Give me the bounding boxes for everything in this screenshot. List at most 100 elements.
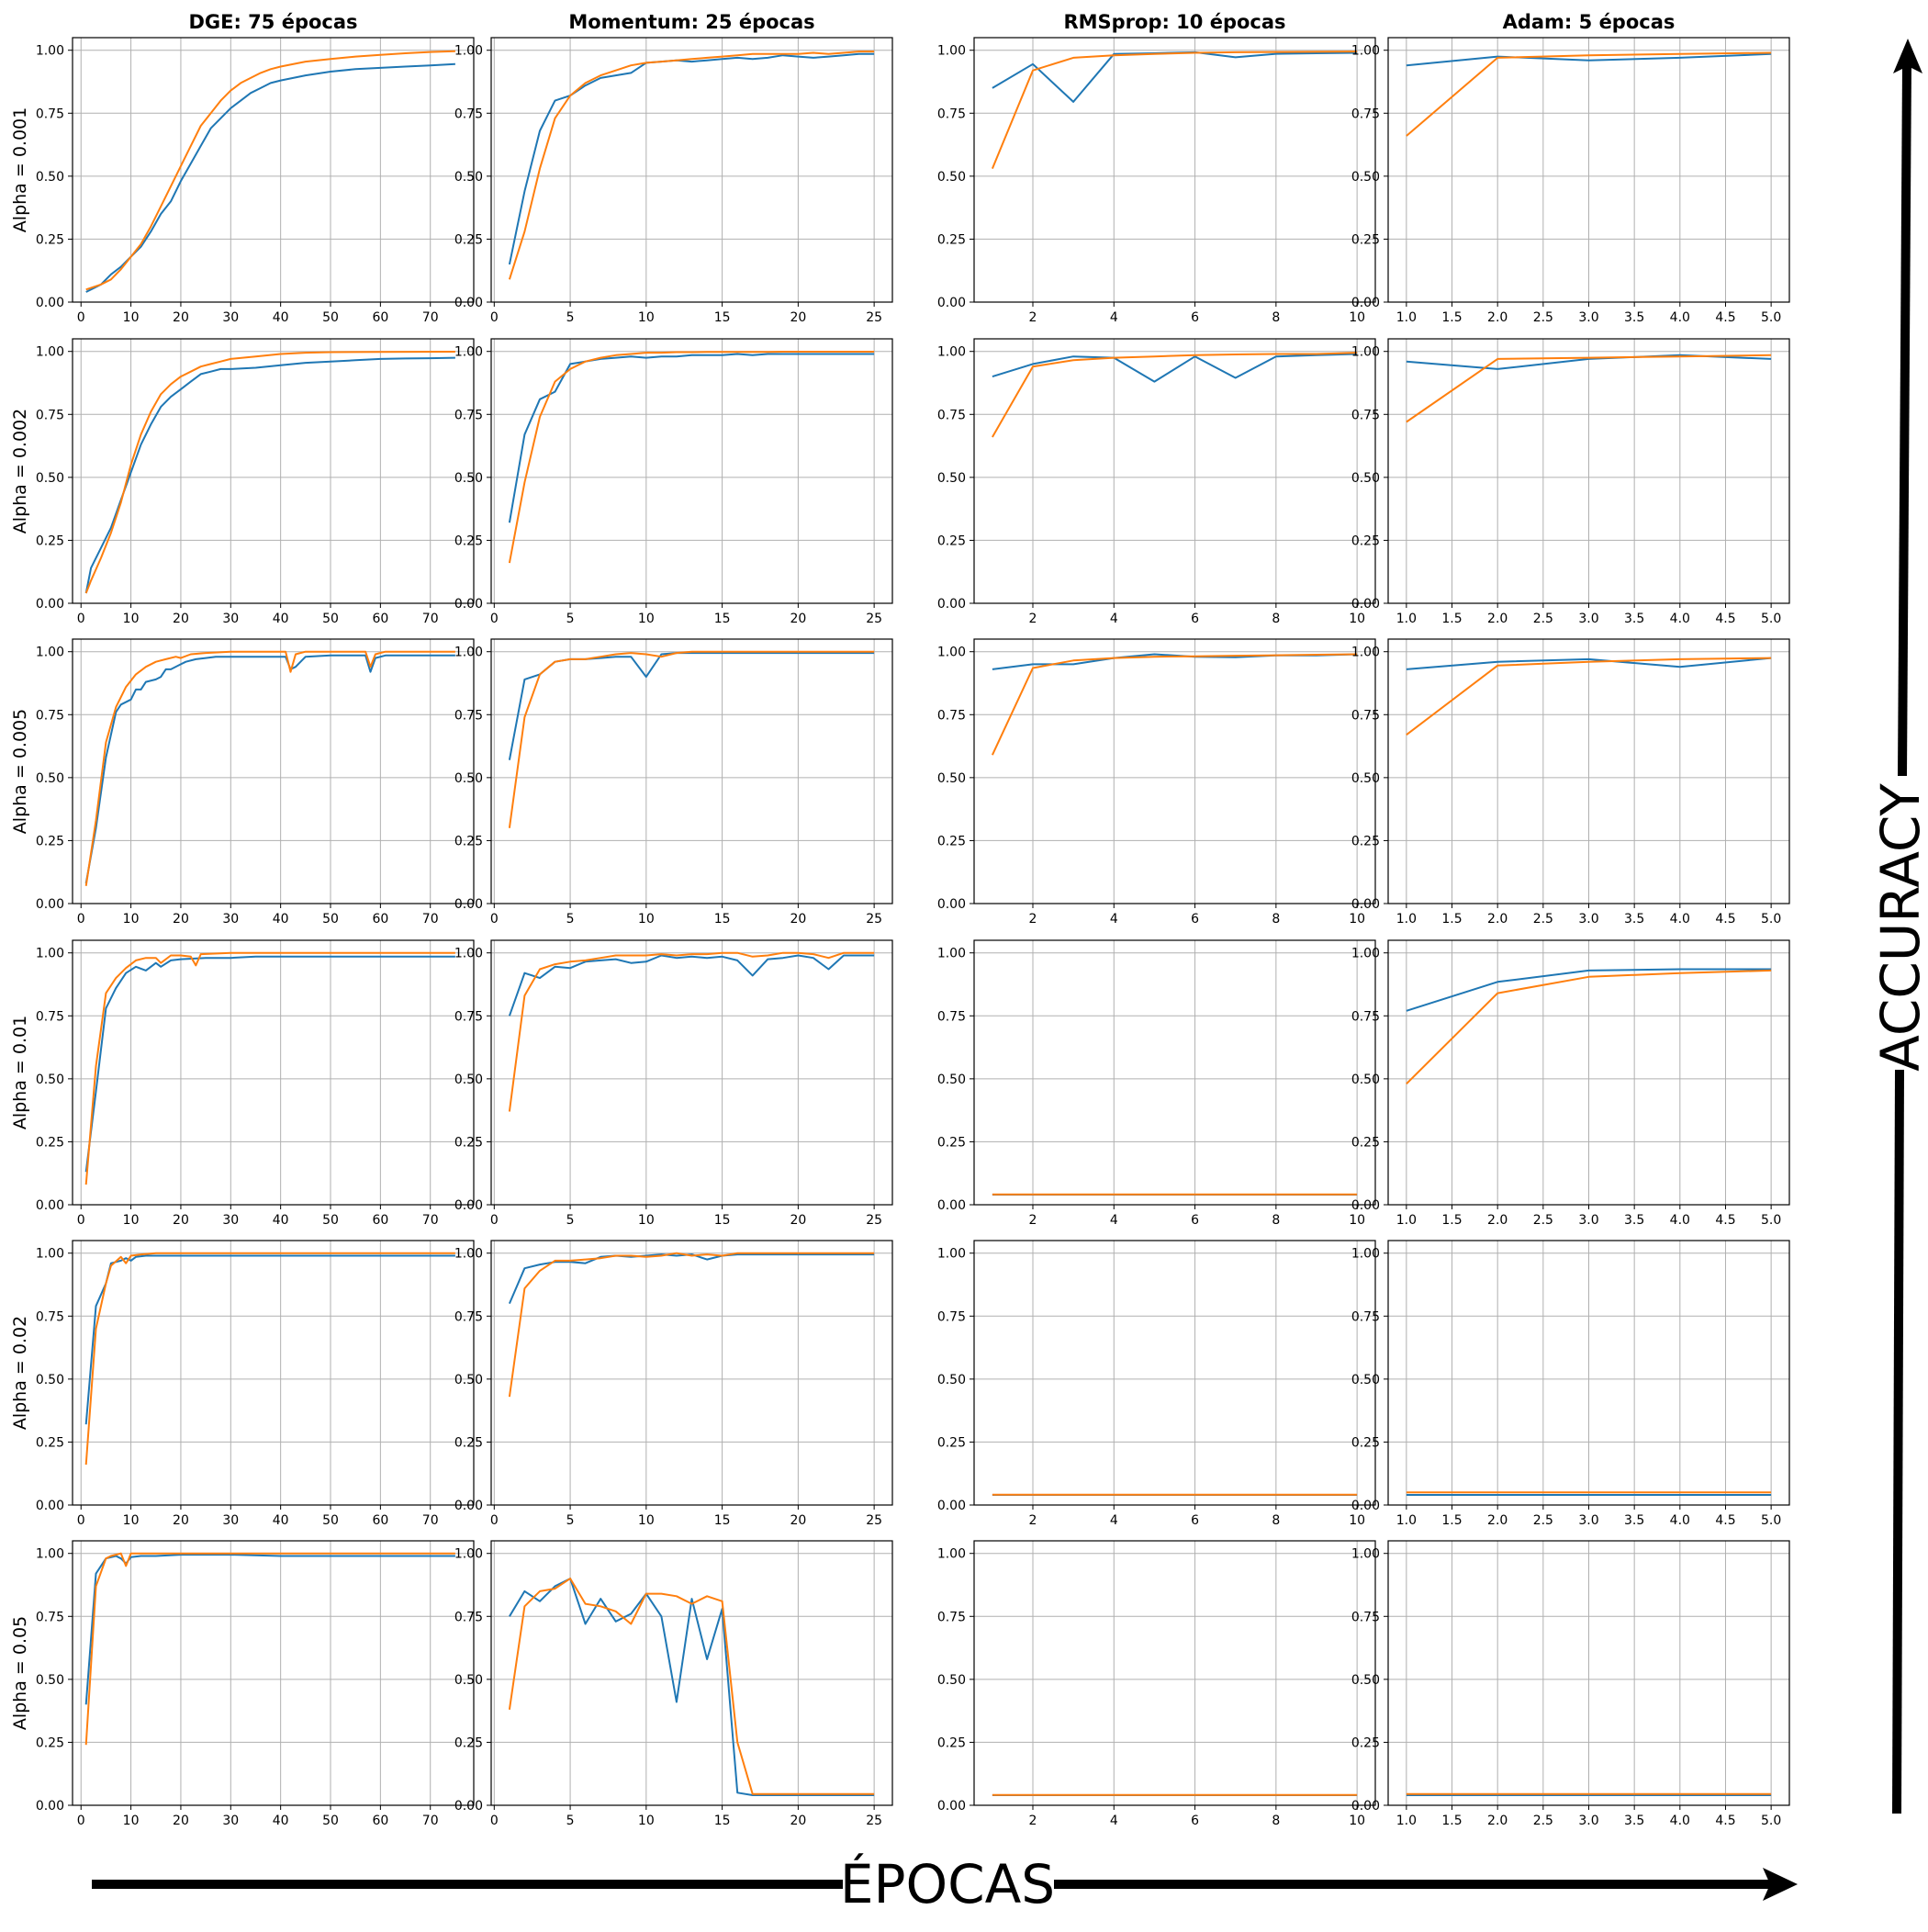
x-tick-label: 6 <box>1191 1814 1199 1828</box>
y-tick-label: 0.75 <box>937 107 966 121</box>
panel-background <box>491 1241 892 1505</box>
x-tick-label: 30 <box>222 1213 239 1228</box>
y-tick-label: 0.00 <box>937 1499 966 1513</box>
y-tick-label: 0.50 <box>36 471 64 486</box>
y-tick-label: 0.75 <box>454 408 483 422</box>
panel-frame <box>72 939 475 1206</box>
x-tick-label: 25 <box>866 1513 882 1528</box>
series-line-orange <box>508 1252 875 1398</box>
x-tick-label: 1.0 <box>1396 612 1417 626</box>
y-tick-label: 0.75 <box>1351 408 1380 422</box>
y-tick-label: 0.25 <box>454 1735 483 1750</box>
x-tick-label: 0 <box>77 612 85 626</box>
row-label-3: Alpha = 0.005 <box>10 709 30 834</box>
x-tick-label: 70 <box>422 310 439 325</box>
y-tick-label: 0.50 <box>454 1673 483 1688</box>
y-tick-label: 0.75 <box>454 708 483 723</box>
y-tick-label: 0.25 <box>36 1135 64 1150</box>
y-tick-label: 0.50 <box>937 1373 966 1387</box>
panel-background <box>73 639 474 904</box>
x-tick-label: 1.5 <box>1441 1513 1462 1528</box>
y-tick-label: 0.25 <box>1351 232 1380 247</box>
x-tick-label: 4.0 <box>1670 1213 1690 1228</box>
y-tick-label: 0.25 <box>36 1435 64 1450</box>
y-tick-label: 1.00 <box>1351 44 1380 59</box>
y-tick-label: 0.00 <box>937 1799 966 1814</box>
y-tick-label: 0.75 <box>36 1309 64 1324</box>
panel-r2-c2: 0 5 10 15 20 25 0.00 0.25 0.50 0.75 1.00 <box>454 338 893 626</box>
y-tick-label: 1.00 <box>454 1547 483 1562</box>
x-tick-label: 4.5 <box>1715 612 1735 626</box>
x-axis-arrow-head <box>1763 1868 1798 1901</box>
x-tick-label: 4 <box>1110 1513 1118 1528</box>
series-line-blue <box>1406 52 1772 67</box>
x-tick-label: 2.0 <box>1487 1814 1508 1828</box>
x-tick-label: 30 <box>222 1814 239 1828</box>
panel-r4-c3: 2 4 6 8 10 0.00 0.25 0.50 0.75 1.00 <box>937 939 1376 1228</box>
y-tick-label: 0.25 <box>36 534 64 548</box>
panel-r2-c1: 0 10 20 30 40 50 60 70 0.00 0.25 0.50 0.75 1.00 <box>36 338 475 626</box>
y-tick-label: 0.75 <box>454 107 483 121</box>
y-tick-label: 0.50 <box>36 1373 64 1387</box>
panels: DGE: 75 épocas Momentum: 25 épocas RMSprop… <box>10 11 1790 1828</box>
series-line-blue <box>84 955 455 1173</box>
y-tick-label: 0.00 <box>1351 1499 1380 1513</box>
panel-frame <box>973 1240 1376 1506</box>
panel-r6-c1: 0 10 20 30 40 50 60 70 0.00 0.25 0.50 0.75 1.00 <box>36 1540 475 1828</box>
x-tick-label: 4.0 <box>1670 1814 1690 1828</box>
series-line-blue <box>1406 657 1772 670</box>
panel-r3-c3: 2 4 6 8 10 0.00 0.25 0.50 0.75 1.00 <box>937 638 1376 927</box>
x-tick-label: 0 <box>77 1213 85 1228</box>
series-line-orange <box>508 1578 875 1795</box>
x-tick-label: 3.0 <box>1578 612 1598 626</box>
y-tick-label: 0.00 <box>937 296 966 310</box>
x-tick-label: 4.5 <box>1715 1213 1735 1228</box>
x-tick-label: 20 <box>790 612 806 626</box>
x-tick-label: 40 <box>273 1513 289 1528</box>
y-tick-label: 1.00 <box>454 947 483 961</box>
panel-r3-c2: 0 5 10 15 20 25 0.00 0.25 0.50 0.75 1.00 <box>454 638 893 927</box>
y-tick-label: 0.50 <box>937 1673 966 1688</box>
panel-frame <box>1387 638 1790 904</box>
x-tick-label: 30 <box>222 612 239 626</box>
x-tick-label: 25 <box>866 310 882 325</box>
x-tick-label: 40 <box>273 1814 289 1828</box>
panel-background <box>974 38 1375 302</box>
y-tick-label: 1.00 <box>937 44 966 59</box>
x-tick-label: 70 <box>422 612 439 626</box>
panel-r6-c4: 1.0 1.5 2.0 2.5 3.0 3.5 4.0 4.5 5.0 0.00 0.25 0.50 0… <box>1351 1540 1790 1828</box>
x-tick-label: 6 <box>1191 1213 1199 1228</box>
y-tick-label: 0.25 <box>454 534 483 548</box>
x-tick-label: 20 <box>173 1513 189 1528</box>
panel-background <box>491 1541 892 1805</box>
y-tick-label: 0.00 <box>36 296 64 310</box>
y-tick-label: 1.00 <box>937 345 966 360</box>
x-tick-label: 20 <box>173 1814 189 1828</box>
x-tick-label: 4.0 <box>1670 912 1690 927</box>
x-tick-label: 3.0 <box>1578 1213 1598 1228</box>
series-line-blue <box>84 654 455 884</box>
x-tick-label: 6 <box>1191 912 1199 927</box>
x-tick-label: 4.0 <box>1670 310 1690 325</box>
x-tick-label: 1.0 <box>1396 912 1417 927</box>
series-line-orange <box>84 951 455 1185</box>
x-tick-label: 15 <box>714 1814 731 1828</box>
x-tick-label: 2 <box>1029 1513 1037 1528</box>
y-tick-label: 1.00 <box>454 345 483 360</box>
x-tick-label: 2 <box>1029 310 1037 325</box>
x-tick-label: 0 <box>77 1513 85 1528</box>
y-tick-label: 0.50 <box>1351 1073 1380 1087</box>
panel-frame <box>490 338 893 604</box>
y-tick-label: 0.75 <box>454 1309 483 1324</box>
x-tick-label: 60 <box>372 1213 388 1228</box>
y-tick-label: 0.75 <box>36 1610 64 1624</box>
x-tick-label: 1.5 <box>1441 1213 1462 1228</box>
x-tick-label: 10 <box>123 1814 140 1828</box>
panel-background <box>491 940 892 1205</box>
annotations: ÉPOCAS ACCURACY <box>92 39 1928 1915</box>
y-tick-label: 0.75 <box>454 1009 483 1024</box>
x-tick-label: 70 <box>422 1814 439 1828</box>
x-tick-label: 60 <box>372 1814 388 1828</box>
panel-frame <box>973 338 1376 604</box>
panel-background <box>73 940 474 1205</box>
